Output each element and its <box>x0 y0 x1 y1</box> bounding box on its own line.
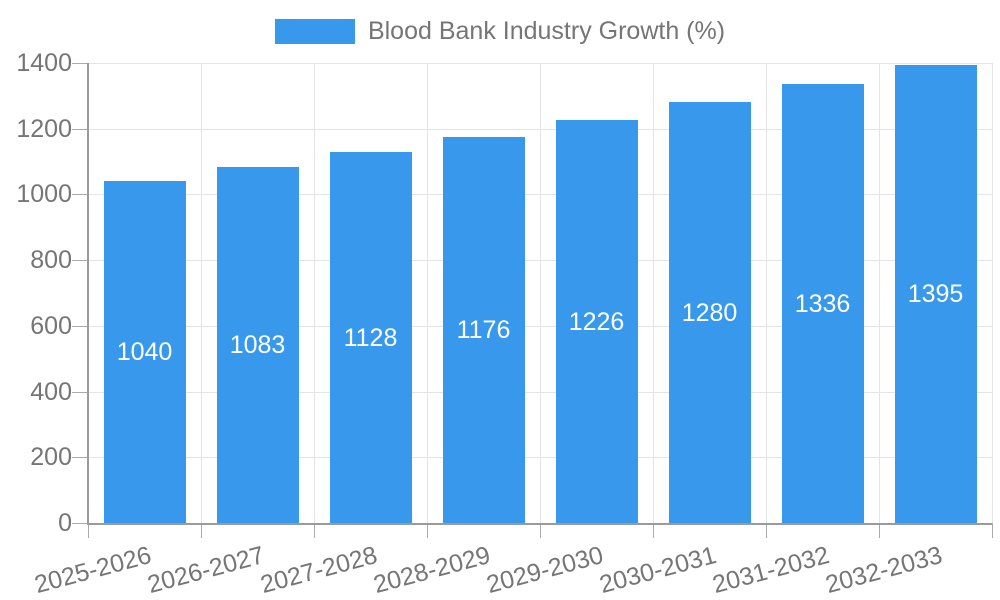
legend-swatch <box>274 19 355 44</box>
bar[interactable] <box>781 84 864 523</box>
y-axis-tick <box>72 325 88 327</box>
bar-value-label: 1083 <box>229 331 286 360</box>
gridline-vertical <box>540 63 541 523</box>
bar[interactable] <box>555 120 638 523</box>
bar[interactable] <box>216 167 299 523</box>
bar[interactable] <box>668 102 751 523</box>
y-axis-tick <box>72 391 88 393</box>
bar[interactable] <box>329 152 412 523</box>
x-axis-tick <box>540 523 541 538</box>
x-axis-label: 2028-2029 <box>370 541 494 600</box>
y-axis-tick <box>72 523 88 524</box>
x-axis-tick <box>992 523 993 538</box>
bar[interactable] <box>442 136 525 523</box>
y-axis-label: 600 <box>30 311 72 340</box>
y-axis-label: 400 <box>30 377 72 406</box>
y-axis-label: 200 <box>30 443 72 472</box>
x-axis-tick <box>201 523 202 538</box>
gridline-vertical <box>314 63 315 523</box>
gridline-vertical <box>201 63 202 523</box>
y-axis-tick <box>72 194 88 196</box>
x-axis-label: 2025-2026 <box>31 541 155 600</box>
bar-value-label: 1336 <box>794 289 851 318</box>
y-axis-tick <box>72 128 88 130</box>
y-axis-label: 1000 <box>16 180 72 209</box>
x-axis-label: 2030-2031 <box>596 541 720 600</box>
gridline-vertical <box>992 63 993 523</box>
x-axis-tick <box>879 523 880 538</box>
y-axis-tick <box>72 260 88 262</box>
x-axis-label: 2029-2030 <box>483 541 607 600</box>
x-axis-label: 2027-2028 <box>257 541 381 600</box>
x-axis-label: 2026-2027 <box>144 541 268 600</box>
x-axis-tick <box>653 523 654 538</box>
x-axis-label: 2032-2033 <box>822 541 946 600</box>
y-axis-tick <box>72 63 88 64</box>
y-axis-label: 1200 <box>16 114 72 143</box>
bar[interactable] <box>894 64 977 523</box>
bar-value-label: 1176 <box>456 315 511 344</box>
legend: Blood Bank Industry Growth (%) <box>0 19 1000 44</box>
y-axis-line <box>87 63 89 523</box>
y-axis-label: 1400 <box>16 49 72 77</box>
y-axis-label: 0 <box>58 509 72 537</box>
x-axis-tick <box>427 523 428 538</box>
bar-value-label: 1040 <box>116 338 173 367</box>
bar-value-label: 1280 <box>681 298 738 327</box>
x-axis-tick <box>766 523 767 538</box>
x-axis-line <box>87 523 992 525</box>
gridline-vertical <box>653 63 654 523</box>
gridline-vertical <box>879 63 880 523</box>
bar[interactable] <box>103 181 186 523</box>
gridline-vertical <box>766 63 767 523</box>
x-axis-tick <box>314 523 315 538</box>
x-axis-tick <box>88 523 89 538</box>
y-axis-tick <box>72 457 88 459</box>
bar-value-label: 1128 <box>343 323 398 352</box>
bar-value-label: 1395 <box>907 279 964 308</box>
y-axis-label: 800 <box>30 246 72 275</box>
bar-value-label: 1226 <box>568 307 625 336</box>
x-axis-label: 2031-2032 <box>709 541 833 600</box>
gridline-vertical <box>427 63 428 523</box>
legend-label: Blood Bank Industry Growth (%) <box>367 17 726 45</box>
